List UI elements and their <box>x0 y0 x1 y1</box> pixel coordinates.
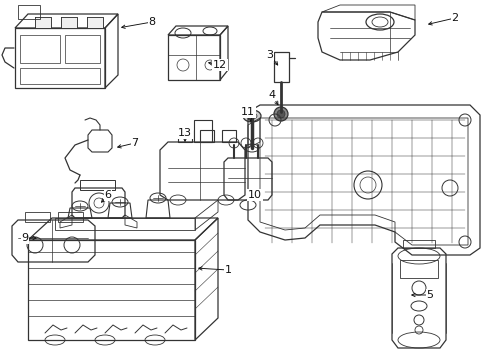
Text: 9: 9 <box>22 233 28 243</box>
Bar <box>80 180 115 190</box>
Text: 8: 8 <box>148 17 155 27</box>
Bar <box>194 120 212 142</box>
Text: 11: 11 <box>241 107 255 117</box>
Bar <box>20 68 100 84</box>
Ellipse shape <box>274 107 288 121</box>
Text: 13: 13 <box>178 128 192 138</box>
Polygon shape <box>35 17 51 28</box>
Text: 10: 10 <box>248 190 262 200</box>
Polygon shape <box>61 17 77 28</box>
Text: 4: 4 <box>269 90 275 100</box>
Text: 3: 3 <box>267 50 273 60</box>
Ellipse shape <box>277 110 285 118</box>
Text: 7: 7 <box>131 138 139 148</box>
Bar <box>274 52 289 82</box>
Bar <box>18 5 40 19</box>
Bar <box>65 35 100 63</box>
Polygon shape <box>87 17 103 28</box>
Bar <box>400 260 438 278</box>
Ellipse shape <box>243 110 261 122</box>
Bar <box>25 212 50 222</box>
Bar <box>20 35 60 63</box>
Text: 2: 2 <box>451 13 459 23</box>
Text: 12: 12 <box>213 60 227 70</box>
Text: 5: 5 <box>426 290 434 300</box>
Text: 1: 1 <box>224 265 231 275</box>
Bar <box>58 212 83 222</box>
Text: 6: 6 <box>104 190 112 200</box>
